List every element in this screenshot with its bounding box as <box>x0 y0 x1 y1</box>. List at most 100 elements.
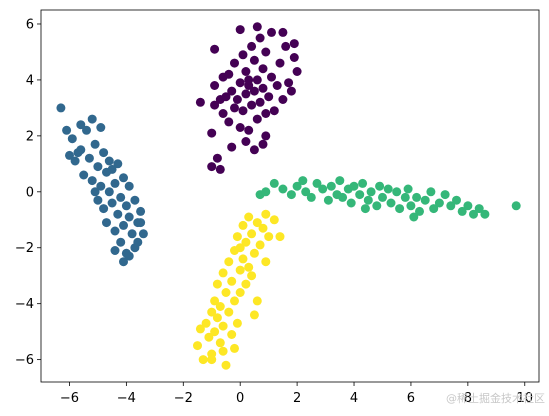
data-point <box>218 268 228 278</box>
data-point <box>261 109 271 118</box>
data-point <box>65 150 74 160</box>
data-point <box>227 86 237 96</box>
data-point <box>104 156 114 166</box>
data-point <box>201 318 211 328</box>
data-point <box>255 240 265 250</box>
data-point <box>138 229 148 239</box>
data-point <box>235 78 245 88</box>
data-point <box>76 120 86 130</box>
data-point <box>235 265 245 275</box>
data-point <box>215 338 225 348</box>
data-point <box>244 212 254 222</box>
data-point <box>215 164 225 174</box>
data-point <box>224 257 234 267</box>
x-tick-label: −4 <box>117 391 136 406</box>
data-point <box>469 209 478 219</box>
data-point <box>136 218 146 228</box>
data-point <box>355 190 365 200</box>
data-point <box>230 58 239 68</box>
data-point <box>204 332 214 342</box>
data-point <box>378 192 387 202</box>
data-point <box>249 145 259 155</box>
data-point <box>452 195 461 205</box>
data-point <box>247 41 257 51</box>
data-point <box>249 310 259 320</box>
data-point <box>224 69 234 79</box>
data-point <box>195 97 205 107</box>
data-point <box>261 257 271 267</box>
data-point <box>210 100 220 110</box>
data-point <box>62 125 72 135</box>
data-point <box>409 212 419 222</box>
data-point <box>366 187 376 197</box>
data-point <box>121 201 131 211</box>
data-point <box>90 187 100 197</box>
data-point <box>107 198 117 208</box>
data-point <box>227 330 237 339</box>
data-point <box>372 201 382 211</box>
data-point <box>264 92 274 102</box>
data-point <box>383 184 393 194</box>
data-point <box>261 209 271 219</box>
data-point <box>87 114 97 124</box>
data-point <box>221 288 231 297</box>
data-point <box>82 125 91 135</box>
data-point <box>218 321 228 331</box>
data-point <box>238 220 248 230</box>
data-point <box>84 153 94 163</box>
x-axis-ticks: −6 −4 −2 0 2 4 6 8 10 <box>60 382 533 406</box>
data-point <box>346 198 356 208</box>
data-point <box>289 53 299 62</box>
data-point <box>326 181 336 191</box>
data-point <box>198 355 208 365</box>
data-point <box>420 195 430 205</box>
data-point <box>258 64 268 74</box>
data-point <box>434 198 444 208</box>
data-point <box>241 279 251 289</box>
data-point <box>136 206 146 216</box>
data-point <box>415 206 424 216</box>
data-point <box>511 201 521 211</box>
data-point <box>210 81 220 90</box>
data-point <box>269 178 279 188</box>
data-point <box>235 123 245 132</box>
data-point <box>238 254 248 264</box>
data-point <box>292 67 302 76</box>
data-point <box>360 204 370 214</box>
x-tick-label: 6 <box>407 391 415 406</box>
data-point <box>261 47 271 57</box>
data-point <box>281 41 291 51</box>
data-point <box>338 192 348 202</box>
data-point <box>267 27 276 37</box>
data-point <box>110 226 120 236</box>
data-point <box>212 153 222 163</box>
data-point <box>446 201 456 211</box>
data-point <box>335 176 345 186</box>
data-point <box>298 176 308 186</box>
x-tick-label: −6 <box>60 391 79 406</box>
data-point <box>230 103 239 113</box>
data-point <box>96 123 106 132</box>
data-point <box>241 237 251 247</box>
x-tick-label: 10 <box>516 391 533 406</box>
data-point <box>56 103 66 113</box>
data-point <box>215 302 225 311</box>
data-point <box>193 341 202 351</box>
data-point <box>207 162 217 172</box>
data-point <box>440 190 450 200</box>
data-point <box>275 58 285 68</box>
y-tick-label: 2 <box>26 129 34 144</box>
data-point <box>284 78 294 88</box>
data-point <box>249 86 259 96</box>
x-tick-label: 2 <box>293 391 301 406</box>
data-point <box>70 156 80 166</box>
y-tick-label: −2 <box>15 241 34 256</box>
data-point <box>392 187 402 197</box>
data-point <box>232 232 242 242</box>
data-point <box>235 243 245 253</box>
data-point <box>93 162 103 172</box>
data-point <box>224 307 234 317</box>
data-point <box>218 346 228 356</box>
data-point <box>238 50 248 60</box>
data-point <box>255 97 265 107</box>
